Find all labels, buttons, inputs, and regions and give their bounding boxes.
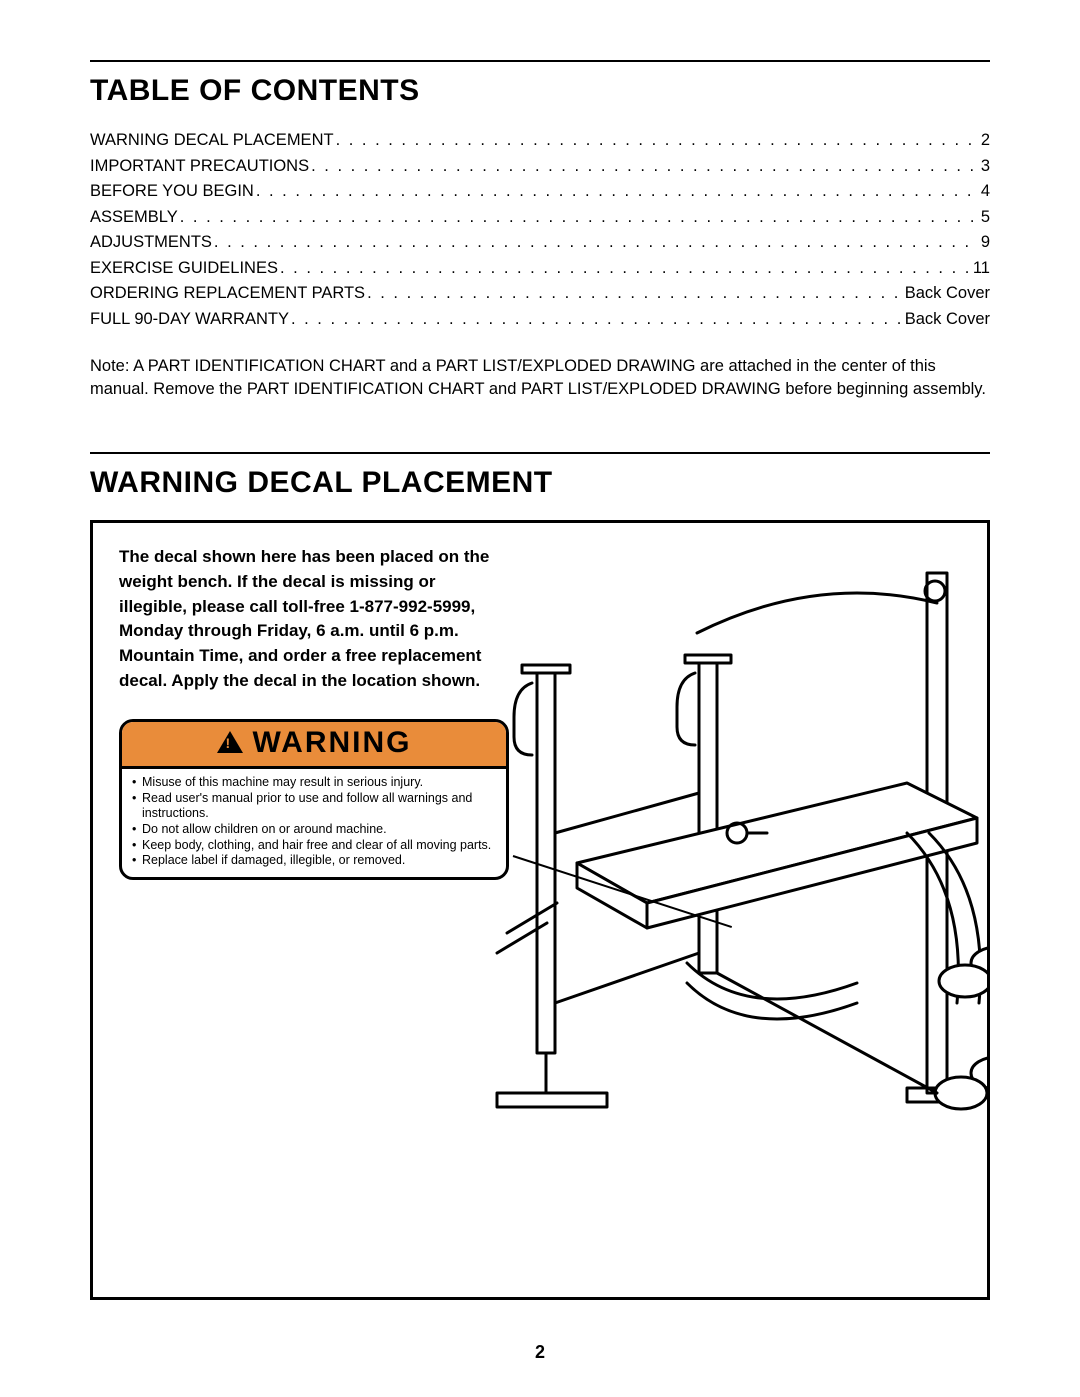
toc-page: 5 <box>981 205 990 231</box>
warning-bullet: Keep body, clothing, and hair free and c… <box>132 838 496 854</box>
warning-bullet: Do not allow children on or around machi… <box>132 822 496 838</box>
toc-note: Note: A PART IDENTIFICATION CHART and a … <box>90 355 990 403</box>
toc-label: WARNING DECAL PLACEMENT <box>90 128 334 154</box>
toc-page: 9 <box>981 230 990 256</box>
toc-label: BEFORE YOU BEGIN <box>90 179 254 205</box>
warning-triangle-icon <box>217 731 243 753</box>
toc-dots <box>336 128 979 154</box>
rule-mid <box>90 452 990 454</box>
toc-entry: ORDERING REPLACEMENT PARTS Back Cover <box>90 281 990 307</box>
toc-dots <box>256 179 979 205</box>
warning-body: Misuse of this machine may result in ser… <box>122 769 506 877</box>
warning-bullet: Read user's manual prior to use and foll… <box>132 791 496 822</box>
toc-dots <box>214 230 979 256</box>
toc-dots <box>291 307 903 333</box>
warning-bullet: Misuse of this machine may result in ser… <box>132 775 496 791</box>
rule-top <box>90 60 990 62</box>
toc-label: EXERCISE GUIDELINES <box>90 256 278 282</box>
toc-entry: IMPORTANT PRECAUTIONS 3 <box>90 154 990 180</box>
toc-page: 3 <box>981 154 990 180</box>
toc-entry: FULL 90-DAY WARRANTY Back Cover <box>90 307 990 333</box>
toc-label: ASSEMBLY <box>90 205 178 231</box>
toc-list: WARNING DECAL PLACEMENT 2 IMPORTANT PREC… <box>90 128 990 333</box>
toc-label: IMPORTANT PRECAUTIONS <box>90 154 309 180</box>
toc-dots <box>180 205 979 231</box>
toc-page: Back Cover <box>905 281 990 307</box>
toc-dots <box>367 281 903 307</box>
toc-page: 11 <box>973 256 990 282</box>
toc-entry: EXERCISE GUIDELINES 11 <box>90 256 990 282</box>
bench-illustration <box>437 533 990 1293</box>
toc-entry: ASSEMBLY 5 <box>90 205 990 231</box>
warning-label: WARNING Misuse of this machine may resul… <box>119 719 509 880</box>
toc-entry: WARNING DECAL PLACEMENT 2 <box>90 128 990 154</box>
warning-header: WARNING <box>122 722 506 769</box>
toc-dots <box>311 154 979 180</box>
toc-label: ADJUSTMENTS <box>90 230 212 256</box>
toc-dots <box>280 256 971 282</box>
warning-title: WARNING <box>253 726 412 760</box>
decal-heading: WARNING DECAL PLACEMENT <box>90 466 990 500</box>
toc-heading: TABLE OF CONTENTS <box>90 74 990 108</box>
toc-page: 4 <box>981 179 990 205</box>
warning-bullet: Replace label if damaged, illegible, or … <box>132 853 496 869</box>
toc-label: ORDERING REPLACEMENT PARTS <box>90 281 365 307</box>
page-number: 2 <box>0 1342 1080 1363</box>
toc-entry: ADJUSTMENTS 9 <box>90 230 990 256</box>
decal-frame: The decal shown here has been placed on … <box>90 520 990 1300</box>
toc-label: FULL 90-DAY WARRANTY <box>90 307 289 333</box>
toc-page: Back Cover <box>905 307 990 333</box>
toc-entry: BEFORE YOU BEGIN 4 <box>90 179 990 205</box>
toc-page: 2 <box>981 128 990 154</box>
